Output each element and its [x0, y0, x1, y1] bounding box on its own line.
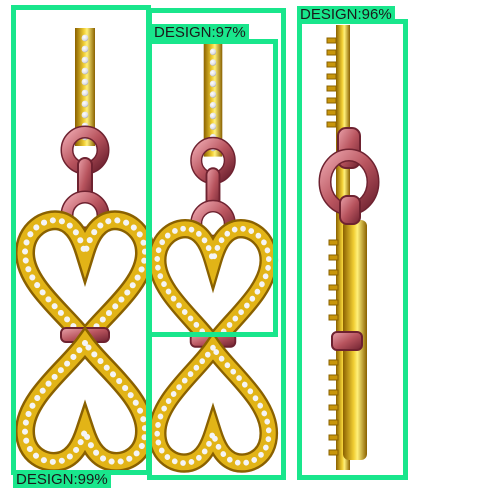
- earring-side: [318, 25, 380, 470]
- detection-label-2: DESIGN:96%: [297, 6, 395, 23]
- detection-box-3: [297, 19, 408, 480]
- detection-box-1: [11, 5, 151, 475]
- detection-label-1: DESIGN:97%: [151, 24, 249, 41]
- detection-box-2-outer: [147, 8, 286, 480]
